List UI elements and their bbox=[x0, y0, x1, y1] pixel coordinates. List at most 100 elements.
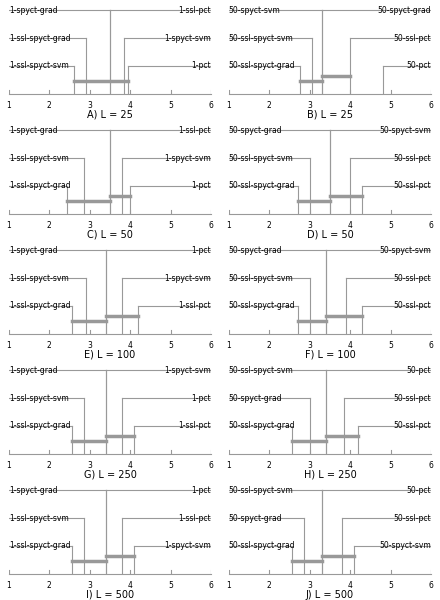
Text: 50-ssl-pct: 50-ssl-pct bbox=[393, 514, 431, 523]
Text: E) L = 100: E) L = 100 bbox=[84, 350, 136, 359]
Text: 50-ssl-spyct-grad: 50-ssl-spyct-grad bbox=[229, 61, 295, 70]
Text: 2: 2 bbox=[47, 461, 51, 470]
Text: 50-spyct-grad: 50-spyct-grad bbox=[378, 6, 431, 15]
Text: 1-spyct-grad: 1-spyct-grad bbox=[9, 246, 58, 255]
Text: 1-spyct-svm: 1-spyct-svm bbox=[165, 366, 211, 375]
Text: 5: 5 bbox=[168, 341, 173, 350]
Text: F) L = 100: F) L = 100 bbox=[304, 350, 356, 359]
Text: 6: 6 bbox=[429, 461, 434, 470]
Text: 3: 3 bbox=[307, 461, 312, 470]
Text: 4: 4 bbox=[348, 461, 353, 470]
Text: 4: 4 bbox=[128, 581, 133, 590]
Text: 50-ssl-spyct-svm: 50-ssl-spyct-svm bbox=[229, 486, 293, 495]
Text: 1-pct: 1-pct bbox=[191, 61, 211, 70]
Text: 4: 4 bbox=[128, 101, 133, 110]
Text: 50-ssl-spyct-grad: 50-ssl-spyct-grad bbox=[229, 421, 295, 430]
Text: 1: 1 bbox=[7, 581, 11, 590]
Text: 50-spyct-grad: 50-spyct-grad bbox=[229, 126, 282, 135]
Text: 2: 2 bbox=[267, 101, 271, 110]
Text: 5: 5 bbox=[388, 461, 393, 470]
Text: 1-ssl-spyct-svm: 1-ssl-spyct-svm bbox=[9, 394, 69, 403]
Text: 50-ssl-spyct-svm: 50-ssl-spyct-svm bbox=[229, 274, 293, 283]
Text: 5: 5 bbox=[168, 101, 173, 110]
Text: J) L = 500: J) L = 500 bbox=[306, 590, 354, 599]
Text: 2: 2 bbox=[47, 221, 51, 230]
Text: 1-ssl-pct: 1-ssl-pct bbox=[179, 6, 211, 15]
Text: 1-ssl-spyct-grad: 1-ssl-spyct-grad bbox=[9, 34, 70, 43]
Text: 1: 1 bbox=[7, 221, 11, 230]
Text: 6: 6 bbox=[209, 581, 214, 590]
Text: 1-ssl-pct: 1-ssl-pct bbox=[179, 421, 211, 430]
Text: 1-ssl-pct: 1-ssl-pct bbox=[179, 126, 211, 135]
Text: 1-ssl-spyct-grad: 1-ssl-spyct-grad bbox=[9, 301, 70, 310]
Text: 4: 4 bbox=[348, 341, 353, 350]
Text: 1-spyct-svm: 1-spyct-svm bbox=[165, 154, 211, 163]
Text: 4: 4 bbox=[348, 221, 353, 230]
Text: 1-ssl-spyct-svm: 1-ssl-spyct-svm bbox=[9, 154, 69, 163]
Text: 1-pct: 1-pct bbox=[191, 246, 211, 255]
Text: 50-ssl-pct: 50-ssl-pct bbox=[393, 34, 431, 43]
Text: 50-spyct-grad: 50-spyct-grad bbox=[229, 514, 282, 523]
Text: 6: 6 bbox=[429, 101, 434, 110]
Text: 50-ssl-spyct-grad: 50-ssl-spyct-grad bbox=[229, 541, 295, 550]
Text: 5: 5 bbox=[388, 581, 393, 590]
Text: 5: 5 bbox=[388, 221, 393, 230]
Text: 2: 2 bbox=[267, 581, 271, 590]
Text: 50-ssl-pct: 50-ssl-pct bbox=[393, 274, 431, 283]
Text: 50-spyct-grad: 50-spyct-grad bbox=[229, 246, 282, 255]
Text: 50-ssl-pct: 50-ssl-pct bbox=[393, 421, 431, 430]
Text: 1-pct: 1-pct bbox=[191, 181, 211, 190]
Text: 4: 4 bbox=[348, 581, 353, 590]
Text: 2: 2 bbox=[267, 341, 271, 350]
Text: 2: 2 bbox=[267, 461, 271, 470]
Text: 50-pct: 50-pct bbox=[407, 366, 431, 375]
Text: 1-spyct-grad: 1-spyct-grad bbox=[9, 486, 58, 495]
Text: 50-ssl-spyct-svm: 50-ssl-spyct-svm bbox=[229, 154, 293, 163]
Text: 6: 6 bbox=[429, 341, 434, 350]
Text: 50-ssl-pct: 50-ssl-pct bbox=[393, 301, 431, 310]
Text: 50-ssl-spyct-grad: 50-ssl-spyct-grad bbox=[229, 181, 295, 190]
Text: 1: 1 bbox=[7, 461, 11, 470]
Text: 1-spyct-svm: 1-spyct-svm bbox=[165, 274, 211, 283]
Text: 1-ssl-pct: 1-ssl-pct bbox=[179, 301, 211, 310]
Text: 1-ssl-spyct-grad: 1-ssl-spyct-grad bbox=[9, 421, 70, 430]
Text: 3: 3 bbox=[87, 101, 92, 110]
Text: 1-pct: 1-pct bbox=[191, 486, 211, 495]
Text: 3: 3 bbox=[307, 581, 312, 590]
Text: 50-ssl-spyct-grad: 50-ssl-spyct-grad bbox=[229, 301, 295, 310]
Text: 5: 5 bbox=[168, 581, 173, 590]
Text: 1: 1 bbox=[227, 101, 231, 110]
Text: 3: 3 bbox=[87, 341, 92, 350]
Text: 4: 4 bbox=[128, 221, 133, 230]
Text: 1-ssl-spyct-grad: 1-ssl-spyct-grad bbox=[9, 541, 70, 550]
Text: 3: 3 bbox=[307, 221, 312, 230]
Text: D) L = 50: D) L = 50 bbox=[307, 230, 353, 239]
Text: 2: 2 bbox=[47, 341, 51, 350]
Text: 5: 5 bbox=[388, 101, 393, 110]
Text: 2: 2 bbox=[47, 581, 51, 590]
Text: 6: 6 bbox=[209, 101, 214, 110]
Text: 1-spyct-grad: 1-spyct-grad bbox=[9, 366, 58, 375]
Text: 6: 6 bbox=[429, 221, 434, 230]
Text: 6: 6 bbox=[209, 221, 214, 230]
Text: 1-spyct-svm: 1-spyct-svm bbox=[165, 34, 211, 43]
Text: 50-spyct-svm: 50-spyct-svm bbox=[229, 6, 281, 15]
Text: 50-spyct-grad: 50-spyct-grad bbox=[229, 394, 282, 403]
Text: 50-ssl-spyct-svm: 50-ssl-spyct-svm bbox=[229, 34, 293, 43]
Text: 1-ssl-spyct-svm: 1-ssl-spyct-svm bbox=[9, 274, 69, 283]
Text: 1: 1 bbox=[7, 101, 11, 110]
Text: 1-ssl-spyct-grad: 1-ssl-spyct-grad bbox=[9, 181, 70, 190]
Text: I) L = 500: I) L = 500 bbox=[86, 590, 134, 599]
Text: 3: 3 bbox=[307, 101, 312, 110]
Text: 50-ssl-pct: 50-ssl-pct bbox=[393, 154, 431, 163]
Text: 2: 2 bbox=[47, 101, 51, 110]
Text: 1-spyct-grad: 1-spyct-grad bbox=[9, 126, 58, 135]
Text: G) L = 250: G) L = 250 bbox=[84, 470, 136, 479]
Text: 4: 4 bbox=[128, 461, 133, 470]
Text: 4: 4 bbox=[348, 101, 353, 110]
Text: 6: 6 bbox=[209, 341, 214, 350]
Text: 1-spyct-grad: 1-spyct-grad bbox=[9, 6, 58, 15]
Text: 3: 3 bbox=[87, 221, 92, 230]
Text: 3: 3 bbox=[87, 461, 92, 470]
Text: A) L = 25: A) L = 25 bbox=[87, 110, 133, 119]
